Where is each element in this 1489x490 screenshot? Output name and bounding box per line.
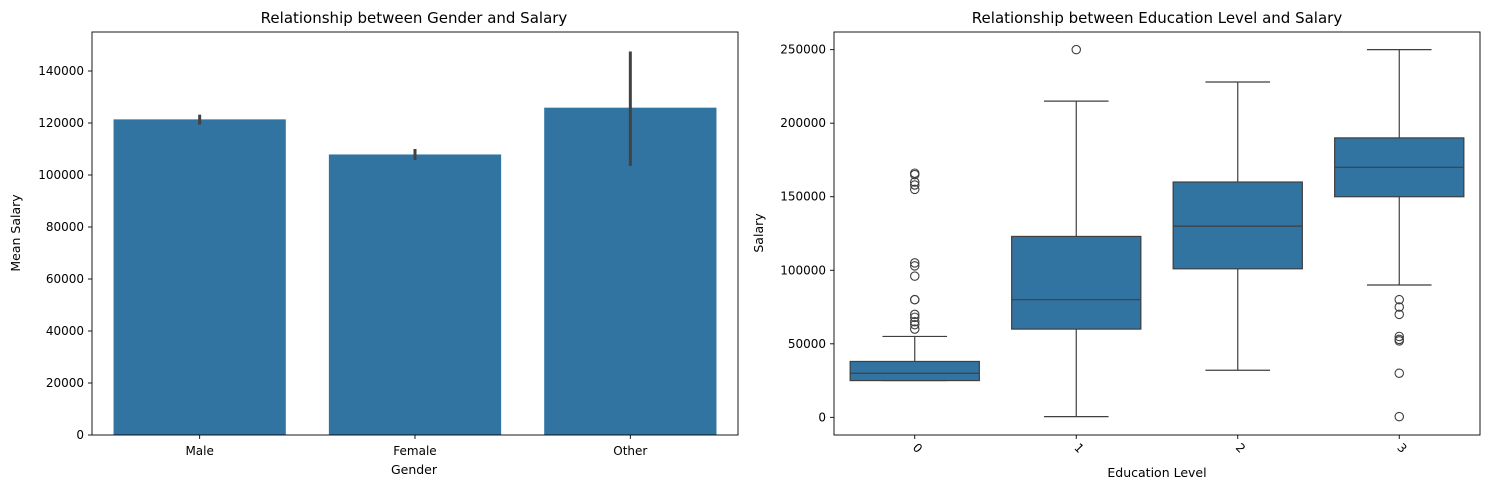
x-tick-label: 3 bbox=[1394, 441, 1409, 456]
x-axis-label: Education Level bbox=[1107, 465, 1206, 480]
y-tick-label: 60000 bbox=[46, 272, 84, 286]
outlier-point bbox=[1071, 44, 1082, 55]
bar bbox=[328, 154, 502, 435]
y-tick-label: 20000 bbox=[46, 376, 84, 390]
outlier-point bbox=[909, 319, 920, 330]
outlier-point bbox=[1394, 294, 1405, 305]
y-axis-label: Mean Salary bbox=[8, 194, 23, 272]
bar bbox=[113, 119, 286, 436]
chart-title: Relationship between Education Level and… bbox=[972, 9, 1343, 27]
outlier-point bbox=[909, 316, 920, 327]
y-tick-label: 0 bbox=[818, 410, 826, 424]
outlier-point bbox=[909, 184, 920, 195]
chart-title: Relationship between Gender and Salary bbox=[261, 9, 568, 27]
y-tick-label: 50000 bbox=[788, 337, 826, 351]
box bbox=[1011, 235, 1142, 330]
y-tick-label: 120000 bbox=[38, 116, 84, 130]
outlier-point bbox=[1394, 334, 1405, 345]
y-tick-label: 0 bbox=[76, 428, 84, 442]
outlier-point bbox=[909, 309, 920, 320]
gender-salary-bar-chart: Relationship between Gender and Salary M… bbox=[8, 9, 739, 477]
plot-frame bbox=[91, 31, 739, 436]
box bbox=[1172, 181, 1303, 270]
outlier-point bbox=[909, 261, 920, 271]
outlier-point bbox=[909, 312, 920, 323]
y-tick-label: 100000 bbox=[780, 263, 826, 277]
x-tick-label: 1 bbox=[1071, 441, 1086, 456]
y-axis-label: Salary bbox=[751, 213, 766, 253]
outlier-point bbox=[909, 180, 920, 190]
outlier-point bbox=[909, 271, 920, 281]
box bbox=[849, 360, 980, 382]
x-tick-label: 0 bbox=[910, 441, 925, 456]
y-tick-label: 200000 bbox=[780, 116, 826, 130]
y-tick-label: 100000 bbox=[38, 168, 84, 182]
y-tick-label: 150000 bbox=[780, 190, 826, 204]
outlier-point bbox=[1394, 368, 1405, 378]
x-axis-label: Gender bbox=[391, 462, 438, 477]
y-tick-label: 80000 bbox=[46, 220, 84, 234]
x-tick-label: 2 bbox=[1233, 441, 1248, 456]
outlier-point bbox=[909, 168, 920, 178]
outlier-point bbox=[1394, 302, 1405, 312]
education-salary-box-chart: Relationship between Education Level and… bbox=[751, 9, 1481, 480]
y-tick-label: 40000 bbox=[46, 324, 84, 338]
outlier-point bbox=[909, 294, 920, 305]
y-tick-label: 140000 bbox=[38, 64, 84, 78]
plot-frame bbox=[833, 31, 1481, 436]
x-tick-label: Other bbox=[613, 444, 647, 458]
outlier-point bbox=[1394, 309, 1405, 320]
outlier-point bbox=[1394, 331, 1405, 342]
y-tick-label: 250000 bbox=[780, 43, 826, 57]
outlier-point bbox=[1394, 411, 1405, 422]
outlier-point bbox=[909, 324, 920, 334]
x-tick-label: Female bbox=[393, 444, 436, 458]
outlier-point bbox=[909, 258, 920, 268]
x-tick-label: Male bbox=[185, 444, 213, 458]
